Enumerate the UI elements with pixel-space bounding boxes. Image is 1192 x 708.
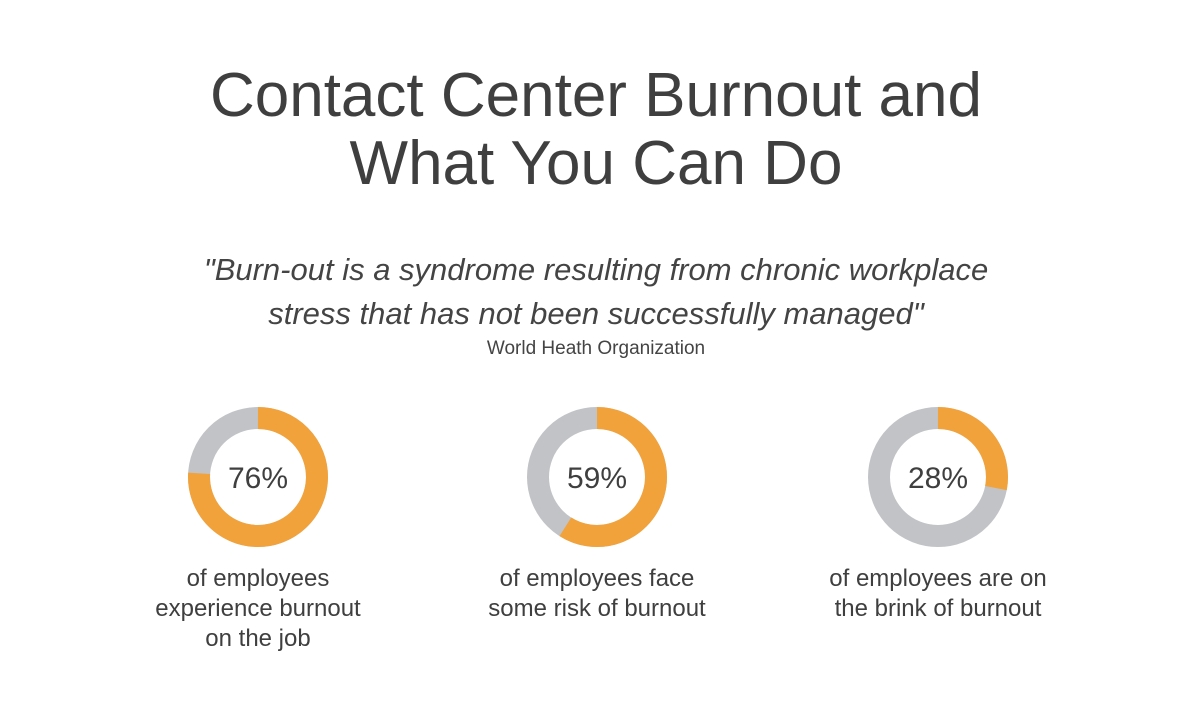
page-title: Contact Center Burnout and What You Can … (0, 62, 1192, 198)
quote-source: World Heath Organization (486, 338, 706, 359)
stat-1-caption: of employees experience burnout on the j… (108, 564, 408, 654)
quote: "Burn-out is a syndrome resulting from c… (0, 248, 1192, 336)
stat-2: 59% of employees face some risk of burno… (447, 406, 747, 624)
donut-3-arc (937, 407, 1008, 491)
donut-2-value-label: 59% (567, 462, 627, 495)
donut-2-arc (559, 407, 667, 547)
donut-1-value-label: 76% (228, 462, 288, 495)
stat-2-caption: of employees face some risk of burnout (447, 564, 747, 624)
donut-chart-3: 28% (868, 407, 1008, 547)
donut-3-value-label: 28% (908, 462, 968, 495)
stat-2-caption-line-1: of employees face (499, 565, 695, 592)
stat-3: 28% of employees are on the brink of bur… (788, 406, 1088, 624)
quote-line-1: "Burn-out is a syndrome resulting from c… (203, 252, 989, 287)
stat-1-caption-line-2: experience burnout (155, 595, 361, 622)
donut-1-arc (188, 407, 328, 547)
stat-3-caption-line-1: of employees are on (829, 565, 1047, 592)
stat-3-caption: of employees are on the brink of burnout (788, 564, 1088, 624)
page-title-line-1: Contact Center Burnout and (209, 61, 983, 130)
stat-3-caption-line-2: the brink of burnout (834, 595, 1042, 622)
donut-chart-1: 76% (188, 407, 328, 547)
stat-1-caption-line-1: of employees (186, 565, 330, 592)
donut-chart-2: 59% (527, 407, 667, 547)
stat-1-caption-line-3: on the job (205, 625, 311, 652)
stat-1: 76% of employees experience burnout on t… (108, 406, 408, 654)
page-title-line-2: What You Can Do (349, 129, 843, 198)
quote-line-2: stress that has not been successfully ma… (268, 296, 924, 331)
stat-2-caption-line-2: some risk of burnout (488, 595, 706, 622)
